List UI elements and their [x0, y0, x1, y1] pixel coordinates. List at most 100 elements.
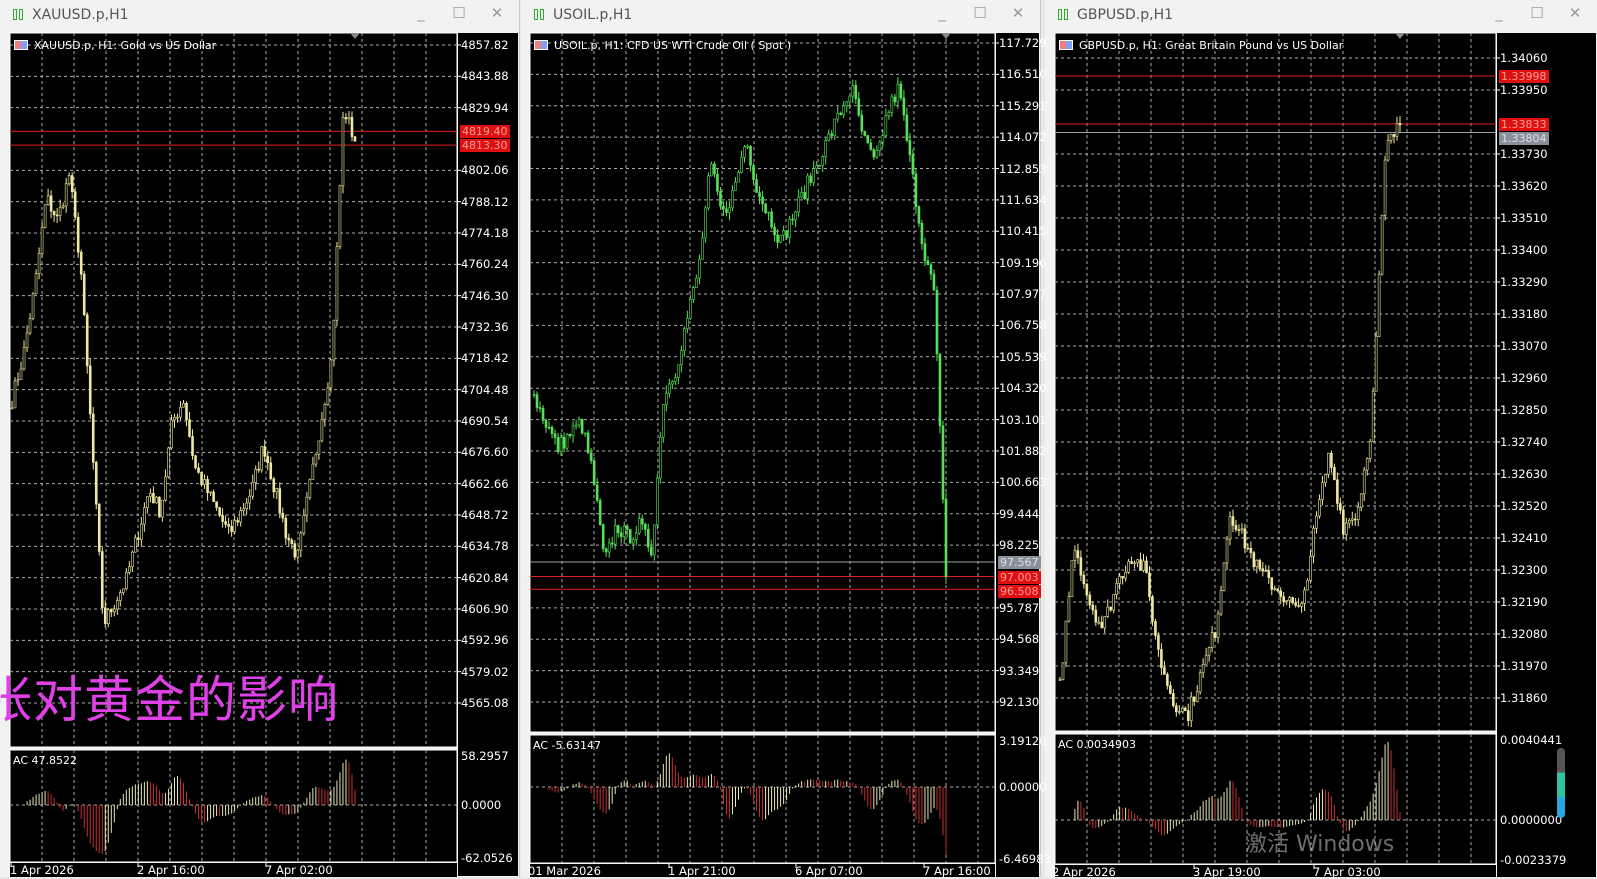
candle-body: [634, 532, 638, 540]
candle-body: [800, 192, 803, 198]
candle-body: [1249, 548, 1253, 553]
candle-body: [1386, 140, 1390, 161]
candle-body: [677, 364, 680, 378]
candle-body: [1058, 679, 1062, 681]
candle-body: [881, 135, 885, 143]
candle-body: [761, 196, 764, 205]
candle-body: [40, 227, 44, 254]
candle-body: [637, 518, 641, 534]
candle-body: [94, 462, 98, 505]
candle-body: [218, 507, 221, 516]
candle-body: [100, 551, 104, 608]
candle-body: [923, 243, 927, 262]
candle-body: [1082, 574, 1086, 585]
candle-body: [1180, 707, 1184, 712]
candle-body: [37, 253, 41, 274]
candle-body: [785, 230, 788, 238]
candle-body: [905, 114, 909, 141]
candle-body: [224, 521, 227, 525]
candle-body: [251, 482, 255, 497]
candle-body: [857, 98, 861, 116]
candle-body: [550, 427, 554, 435]
candle-body: [46, 195, 50, 205]
candle-body: [743, 146, 746, 158]
candle-body: [1398, 123, 1402, 126]
candle-body: [308, 479, 312, 498]
candle-body: [1270, 577, 1274, 590]
candle-body: [52, 210, 56, 216]
candle-body: [851, 85, 855, 97]
candle-body: [803, 192, 806, 200]
candle-body: [601, 524, 605, 550]
candle-body: [562, 437, 566, 449]
candle-body: [227, 524, 230, 527]
candle-body: [1064, 620, 1068, 664]
candle-body: [353, 136, 357, 142]
candle-body: [1222, 562, 1226, 591]
candle-body: [215, 501, 218, 508]
candle-body: [680, 350, 683, 365]
candles: [1058, 116, 1402, 728]
candle-body: [287, 537, 291, 541]
candle-body: [1276, 588, 1280, 592]
candle-body: [1377, 273, 1381, 337]
candle-body: [176, 416, 179, 419]
candle-body: [607, 542, 611, 553]
candle-body: [604, 548, 608, 553]
candle-body: [574, 424, 578, 427]
candle-body: [619, 532, 623, 537]
candle-body: [749, 145, 752, 166]
candle-body: [347, 116, 351, 120]
candle-body: [314, 454, 318, 465]
candle-body: [631, 539, 635, 544]
candle-body: [833, 118, 837, 136]
candle-body: [221, 515, 224, 522]
candle-body: [173, 416, 176, 421]
candle-body: [1142, 560, 1145, 571]
candle-body: [1315, 515, 1318, 529]
scrollbar[interactable]: [1557, 748, 1565, 818]
candle-body: [944, 498, 948, 577]
candle-body: [1219, 590, 1223, 615]
candle-body: [10, 407, 14, 410]
ac-indicator-pane: [1054, 733, 1497, 865]
candle-body: [589, 452, 593, 462]
candle-body: [272, 478, 276, 493]
candle-body: [1273, 588, 1277, 590]
candle-body: [131, 551, 134, 568]
candle-body: [188, 419, 191, 437]
candle-body: [185, 402, 188, 421]
candle-body: [97, 503, 101, 552]
candle-body: [755, 179, 758, 193]
candle-body: [914, 173, 918, 207]
candle-body: [836, 112, 840, 120]
candle-body: [824, 140, 828, 157]
candle-body: [284, 517, 288, 539]
candle-body: [689, 299, 692, 319]
candle-body: [28, 318, 32, 334]
candle-body: [692, 287, 695, 300]
candle-body: [806, 175, 809, 200]
time-axis-bg: [1055, 865, 1496, 877]
candle-body: [248, 495, 251, 504]
candle-body: [19, 368, 23, 380]
candle-body: [788, 218, 791, 238]
candle-body: [1148, 572, 1151, 597]
candle-body: [350, 116, 354, 138]
candle-body: [643, 523, 647, 530]
candles: [10, 111, 357, 628]
candle-body: [197, 467, 200, 473]
candle-body: [845, 101, 849, 107]
candle-body: [577, 419, 581, 426]
candle-body: [1392, 133, 1396, 137]
time-axis-bg: [10, 863, 457, 877]
candle-body: [713, 163, 716, 175]
candle-body: [1359, 493, 1363, 508]
candle-body: [1246, 547, 1250, 550]
candle-body: [902, 97, 906, 116]
candle-body: [547, 426, 551, 429]
candle-body: [70, 175, 74, 192]
candle-body: [1365, 458, 1369, 471]
candle-body: [61, 205, 65, 208]
